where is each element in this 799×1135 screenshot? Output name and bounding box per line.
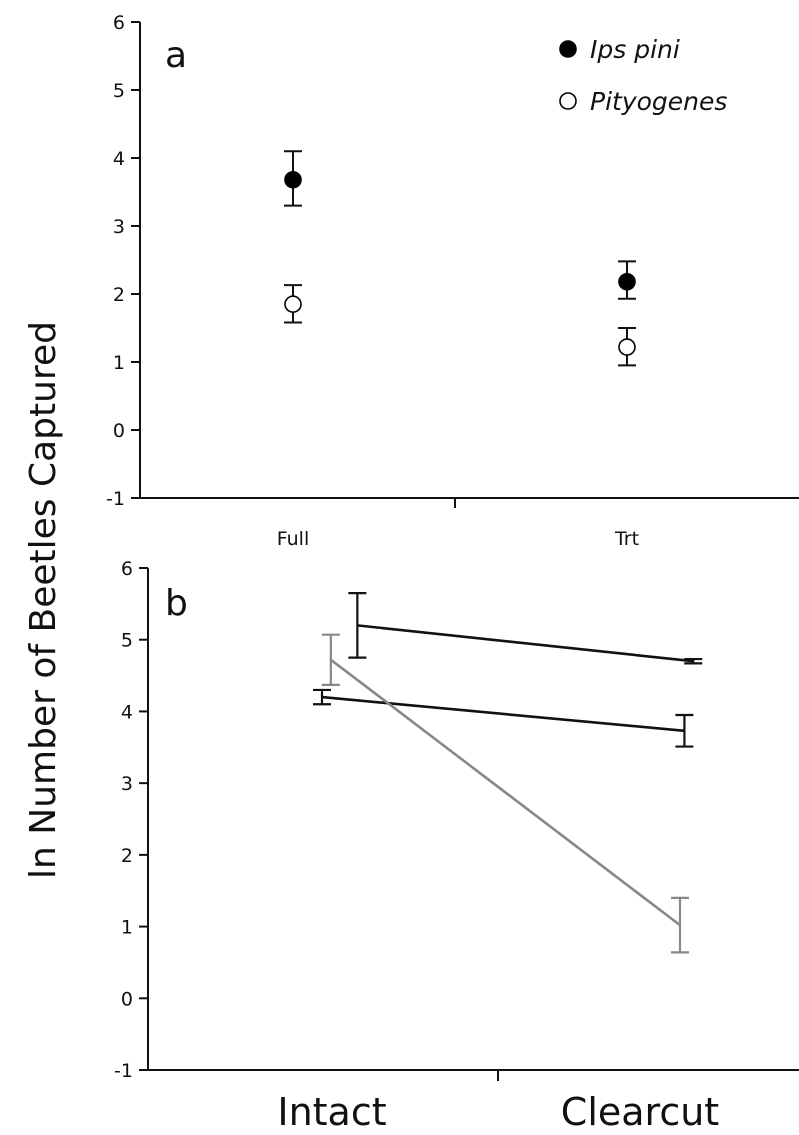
pityogenes-point xyxy=(284,295,302,314)
panel-a-plot: 6 5 4 3 2 1 0 -1 Full Trt xyxy=(106,12,799,550)
legend-open-circle-icon xyxy=(559,92,577,110)
pityogenes-point xyxy=(618,338,636,356)
panel-a-y-tick-label: 0 xyxy=(113,420,125,442)
legend-filled-circle-icon xyxy=(559,40,577,58)
panel-b-y-tick-label: 1 xyxy=(121,917,133,939)
y-axis-label: ln Number of Beetles Captured xyxy=(23,321,64,879)
panel-b-y-tick-label: -1 xyxy=(114,1060,133,1082)
panel-b-y-tick-label: 4 xyxy=(121,701,133,723)
panel-a-x-tick-label: Trt xyxy=(614,528,639,550)
panel-b-plot: 6 5 4 3 2 1 0 -1 Intact Clearcut xyxy=(114,558,799,1134)
panel-a-y-tick-label: 1 xyxy=(113,352,125,374)
legend-entry: Pityogenes xyxy=(590,87,727,116)
legend: Ips pini Pityogenes xyxy=(559,35,727,116)
legend-entry: Ips pini xyxy=(590,35,680,64)
panel-b-series xyxy=(321,633,689,954)
panel-a-x-tick-label: Full xyxy=(277,528,310,550)
panel-b-series xyxy=(348,591,703,665)
panel-b-error-bar xyxy=(675,713,694,748)
panel-b-y-tick-label: 5 xyxy=(121,630,133,652)
panel-b-y-tick-label: 3 xyxy=(121,773,133,795)
panel-b-error-bar xyxy=(684,657,703,665)
panel-a-y-tick-label: 4 xyxy=(113,148,125,170)
panel-b-x-tick-label: Clearcut xyxy=(561,1090,719,1134)
series-line xyxy=(357,624,694,663)
panel-b-error-bar xyxy=(671,896,689,954)
ips-pini-point xyxy=(284,170,302,189)
panel-b-error-bar xyxy=(348,591,367,659)
panel-a-y-tick-label: -1 xyxy=(106,488,125,510)
ips-pini-point xyxy=(618,272,636,291)
series-line xyxy=(330,658,681,927)
panel-b-error-bar xyxy=(321,633,340,686)
panel-b-series xyxy=(313,688,694,748)
panel-b-error-bar xyxy=(313,688,331,706)
panel-a-y-tick-label: 2 xyxy=(113,284,125,306)
panel-a-y-tick-label: 3 xyxy=(113,216,125,238)
panel-b-y-tick-label: 0 xyxy=(121,988,133,1010)
panel-b-y-tick-label: 6 xyxy=(121,558,133,580)
panel-b-letter: b xyxy=(165,583,188,624)
panel-b-x-tick-label: Intact xyxy=(277,1090,386,1134)
panel-a: a Ips pini Pityogenes 6 5 4 3 2 1 0 -1 Full Trt xyxy=(106,12,799,550)
panel-b: b 6 5 4 3 2 1 0 -1 Intact Clearcut xyxy=(114,558,799,1134)
panel-a-y-tick-label: 5 xyxy=(113,80,125,102)
panel-a-letter: a xyxy=(165,35,187,76)
series-line xyxy=(321,695,685,733)
panel-a-y-tick-label: 6 xyxy=(113,12,125,34)
panel-b-y-tick-label: 2 xyxy=(121,845,133,867)
